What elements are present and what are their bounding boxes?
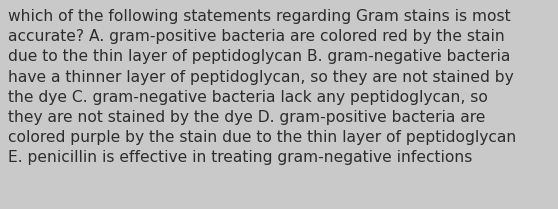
Text: which of the following statements regarding Gram stains is most
accurate? A. gra: which of the following statements regard… xyxy=(8,9,517,165)
